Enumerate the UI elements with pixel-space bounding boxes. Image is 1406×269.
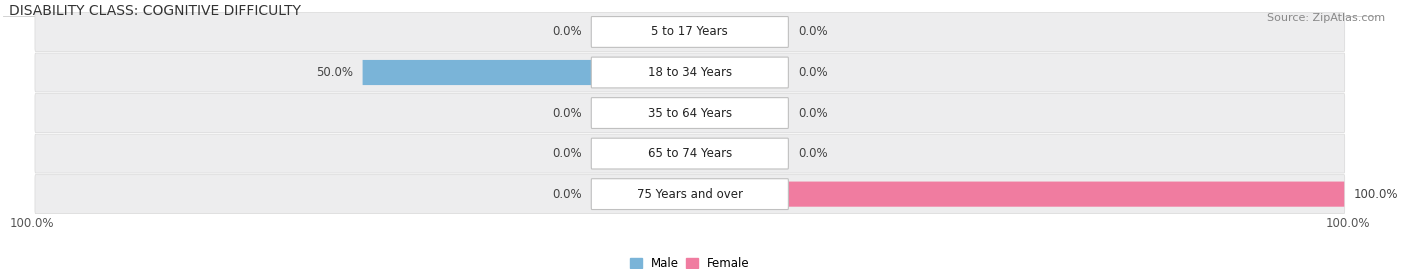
FancyBboxPatch shape bbox=[35, 12, 1344, 51]
FancyBboxPatch shape bbox=[690, 182, 1344, 207]
FancyBboxPatch shape bbox=[35, 175, 1344, 214]
Text: 0.0%: 0.0% bbox=[797, 147, 827, 160]
Text: DISABILITY CLASS: COGNITIVE DIFFICULTY: DISABILITY CLASS: COGNITIVE DIFFICULTY bbox=[10, 3, 301, 17]
FancyBboxPatch shape bbox=[690, 101, 725, 126]
FancyBboxPatch shape bbox=[654, 182, 690, 207]
FancyBboxPatch shape bbox=[35, 94, 1344, 133]
Text: 75 Years and over: 75 Years and over bbox=[637, 187, 742, 201]
FancyBboxPatch shape bbox=[690, 141, 725, 166]
Text: 0.0%: 0.0% bbox=[553, 26, 582, 38]
Text: 0.0%: 0.0% bbox=[797, 107, 827, 119]
Text: 0.0%: 0.0% bbox=[797, 26, 827, 38]
Text: 18 to 34 Years: 18 to 34 Years bbox=[648, 66, 733, 79]
Text: 65 to 74 Years: 65 to 74 Years bbox=[648, 147, 733, 160]
FancyBboxPatch shape bbox=[654, 101, 690, 126]
Text: 0.0%: 0.0% bbox=[553, 147, 582, 160]
FancyBboxPatch shape bbox=[592, 17, 789, 47]
FancyBboxPatch shape bbox=[654, 141, 690, 166]
Text: 0.0%: 0.0% bbox=[553, 107, 582, 119]
FancyBboxPatch shape bbox=[592, 138, 789, 169]
Text: 100.0%: 100.0% bbox=[1326, 217, 1371, 230]
Text: 0.0%: 0.0% bbox=[797, 66, 827, 79]
FancyBboxPatch shape bbox=[690, 19, 725, 45]
FancyBboxPatch shape bbox=[592, 57, 789, 88]
Text: 50.0%: 50.0% bbox=[316, 66, 353, 79]
Legend: Male, Female: Male, Female bbox=[630, 257, 749, 269]
FancyBboxPatch shape bbox=[690, 60, 725, 85]
FancyBboxPatch shape bbox=[35, 53, 1344, 92]
Text: 100.0%: 100.0% bbox=[1354, 187, 1399, 201]
Text: 35 to 64 Years: 35 to 64 Years bbox=[648, 107, 733, 119]
FancyBboxPatch shape bbox=[592, 98, 789, 129]
Text: 0.0%: 0.0% bbox=[553, 187, 582, 201]
FancyBboxPatch shape bbox=[35, 134, 1344, 173]
FancyBboxPatch shape bbox=[654, 19, 690, 45]
Text: 100.0%: 100.0% bbox=[10, 217, 53, 230]
FancyBboxPatch shape bbox=[363, 60, 690, 85]
Text: Source: ZipAtlas.com: Source: ZipAtlas.com bbox=[1267, 13, 1385, 23]
Text: 5 to 17 Years: 5 to 17 Years bbox=[651, 26, 728, 38]
FancyBboxPatch shape bbox=[592, 179, 789, 210]
